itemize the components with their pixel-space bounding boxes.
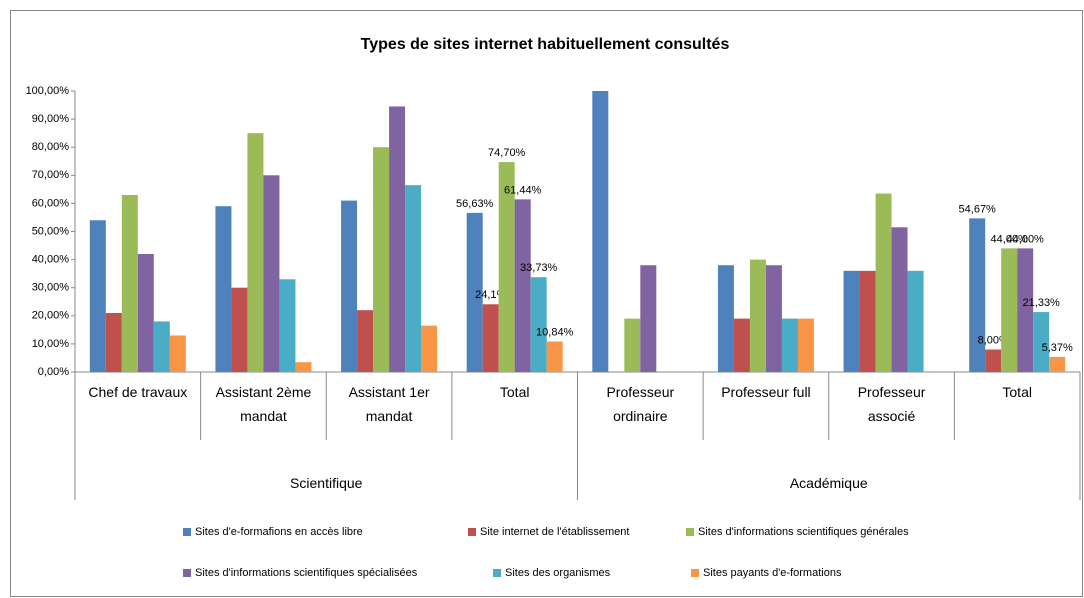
bar: [765, 265, 782, 372]
bar: [121, 194, 138, 372]
bar: [1017, 248, 1034, 372]
legend-swatch: [493, 569, 501, 577]
bar: [153, 321, 170, 372]
bar: [247, 133, 264, 372]
bar: [797, 318, 814, 372]
bar: [137, 253, 154, 372]
bar: [279, 279, 296, 372]
legend-label: Sites d'e-formafions en accès libre: [195, 526, 363, 538]
bar: [891, 227, 908, 372]
bar: [89, 220, 106, 372]
bar: [1033, 312, 1050, 372]
legend-swatch: [686, 528, 694, 536]
x-tick-label: Chef de travaux: [88, 384, 188, 400]
y-tick-label: 10,00%: [32, 338, 70, 350]
data-label: 24,1%: [475, 289, 506, 301]
y-tick-label: 40,00%: [32, 254, 70, 266]
bar: [592, 91, 609, 372]
legend-swatch: [468, 528, 476, 536]
x-tick-label: Total: [1002, 384, 1032, 400]
bar: [1001, 248, 1018, 372]
y-tick-label: 50,00%: [32, 225, 70, 237]
bar: [405, 185, 422, 372]
x-tick-label: Assistant 2ème mandat: [215, 384, 312, 424]
bar: [624, 318, 641, 372]
bar: [717, 265, 734, 372]
bar: [514, 199, 531, 372]
y-tick-label: 90,00%: [32, 113, 70, 125]
y-tick-label: 30,00%: [32, 282, 70, 294]
legend-label: Sites d'informations scientifiques spéci…: [195, 567, 418, 579]
bar: [530, 277, 547, 372]
legend-label: Sites payants d'e-formations: [703, 567, 842, 579]
data-label: 74,70%: [488, 147, 526, 159]
bar: [341, 200, 358, 372]
bar: [215, 206, 232, 372]
y-tick-label: 0,00%: [38, 366, 69, 378]
legend-swatch: [183, 569, 191, 577]
x-tick-label: Professeur ordinaire: [606, 384, 675, 424]
data-label: 56,63%: [456, 198, 494, 210]
bar: [389, 106, 406, 372]
bar: [859, 270, 876, 372]
data-label: 44,00%: [1007, 233, 1045, 245]
bar: [421, 325, 438, 372]
bar: [733, 318, 750, 372]
data-label: 61,44%: [504, 184, 542, 196]
data-label: 33,73%: [520, 262, 558, 274]
bar: [231, 287, 248, 372]
bar: [295, 362, 312, 372]
x-tick-label: Professeur full: [721, 384, 811, 400]
legend-label: Sites des organismes: [505, 567, 611, 579]
bar: [749, 259, 766, 372]
bar: [357, 310, 374, 372]
bar: [169, 335, 186, 372]
bar: [1049, 356, 1066, 372]
bar: [105, 312, 122, 372]
y-tick-label: 70,00%: [32, 169, 70, 181]
data-label: 8,00%: [978, 334, 1009, 346]
data-label: 10,84%: [536, 326, 574, 338]
legend-swatch: [183, 528, 191, 536]
bar: [498, 162, 515, 372]
chart-title: Types de sites internet habituellement c…: [361, 36, 730, 53]
y-tick-label: 20,00%: [32, 310, 70, 322]
bar: [875, 193, 892, 372]
y-tick-label: 100,00%: [26, 85, 70, 97]
x-tick-label: Assistant 1er mandat: [348, 384, 430, 424]
bar: [843, 270, 860, 372]
y-tick-label: 60,00%: [32, 197, 70, 209]
bar: [466, 212, 483, 372]
group-label: Académique: [789, 475, 868, 491]
bar: [969, 218, 986, 372]
bar: [907, 270, 924, 372]
legend-label: Sites d'informations scientifiques génér…: [698, 526, 909, 538]
bar: [546, 341, 563, 372]
bar: [373, 147, 390, 372]
x-tick-label: Professeur associé: [857, 384, 926, 424]
bar: [781, 318, 798, 372]
bar: [640, 265, 657, 372]
y-tick-label: 80,00%: [32, 141, 70, 153]
data-label: 21,33%: [1023, 297, 1061, 309]
bar: [985, 349, 1002, 372]
data-label: 5,37%: [1042, 342, 1073, 354]
x-tick-label: Total: [499, 384, 530, 400]
group-label: Scientifique: [290, 475, 363, 491]
bar: [263, 175, 280, 372]
bar: [482, 304, 499, 372]
data-label: 54,67%: [959, 203, 997, 215]
legend-label: Site internet de l'établissement: [480, 526, 629, 538]
legend-swatch: [691, 569, 699, 577]
data-label: 44,00%: [991, 233, 1029, 245]
